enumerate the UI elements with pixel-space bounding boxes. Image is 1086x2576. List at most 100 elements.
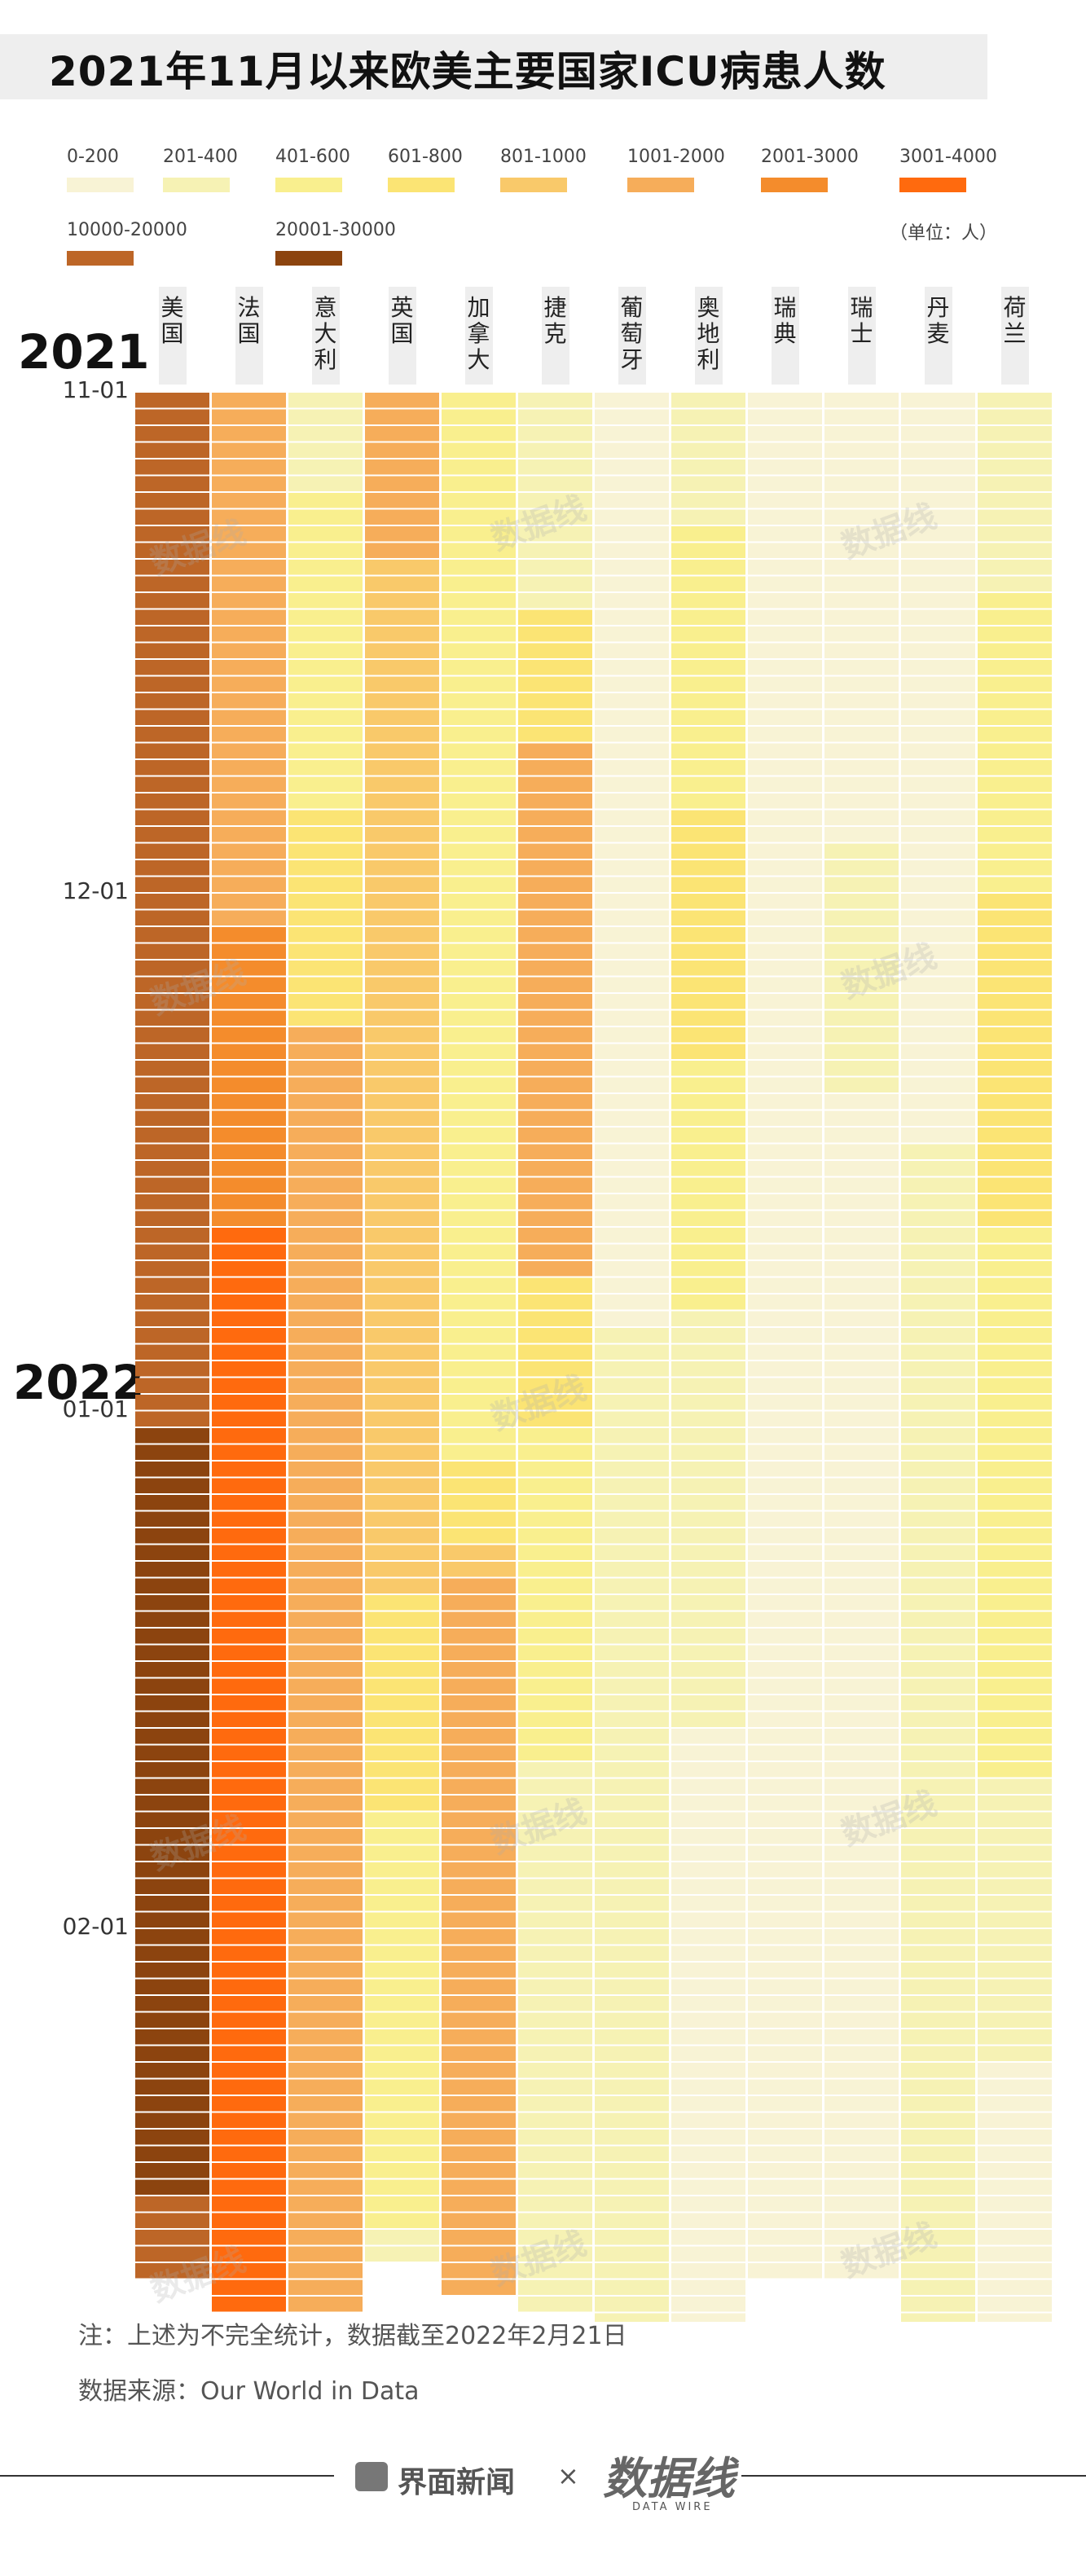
heatmap-cell (595, 2179, 669, 2195)
heatmap-cell (595, 1712, 669, 1727)
heatmap-cell (365, 509, 439, 525)
heatmap-cell (824, 1629, 899, 1644)
heatmap-cell (901, 1963, 975, 1978)
heatmap-cell (212, 1796, 286, 1811)
heatmap-cell (824, 1261, 899, 1277)
heatmap-cell (212, 1812, 286, 1827)
heatmap-cell (442, 1211, 516, 1226)
legend-label: 0-200 (67, 147, 119, 167)
heatmap-cell (901, 994, 975, 1009)
heatmap-cell (748, 1428, 822, 1444)
heatmap-cell (365, 1061, 439, 1076)
heatmap-cell (135, 1896, 209, 1911)
heatmap-cell (824, 1128, 899, 1143)
heatmap-cell (212, 1745, 286, 1761)
heatmap-cell (365, 560, 439, 575)
heatmap-cell (442, 493, 516, 508)
heatmap (135, 393, 1052, 2322)
heatmap-cell (824, 1495, 899, 1510)
heatmap-cell (442, 1996, 516, 2011)
heatmap-cell (595, 2313, 669, 2322)
heatmap-cell (901, 2313, 975, 2322)
heatmap-cell (824, 2263, 899, 2279)
heatmap-cell (748, 393, 822, 408)
heatmap-cell (671, 393, 745, 408)
heatmap-cell (978, 476, 1052, 491)
heatmap-cell (212, 2112, 286, 2128)
heatmap-cell (748, 743, 822, 758)
heatmap-cell (595, 1378, 669, 1393)
heatmap-cell (518, 1729, 592, 1744)
heatmap-cell (671, 1528, 745, 1544)
heatmap-cell (748, 1845, 822, 1861)
heatmap-cell (365, 1812, 439, 1827)
heatmap-cell (212, 1110, 286, 1126)
heatmap-cell (978, 626, 1052, 642)
heatmap-cell (748, 1896, 822, 1911)
heatmap-cell (135, 509, 209, 525)
heatmap-cell (978, 1395, 1052, 1410)
heatmap-cell (442, 1963, 516, 1978)
heatmap-cell (518, 2012, 592, 2028)
heatmap-cell (212, 2012, 286, 2028)
heatmap-cell (135, 1295, 209, 1310)
heatmap-cell (365, 793, 439, 809)
heatmap-cell (671, 1110, 745, 1126)
legend-label: 10000-20000 (67, 220, 187, 240)
heatmap-cell (595, 1044, 669, 1059)
heatmap-cell (824, 1228, 899, 1243)
legend-swatch (627, 178, 694, 192)
heatmap-cell (748, 1378, 822, 1393)
heatmap-cell (978, 2297, 1052, 2312)
heatmap-cell (288, 1645, 363, 1660)
heatmap-cell (901, 1194, 975, 1210)
heatmap-cell (212, 1411, 286, 1426)
heatmap-cell (212, 1929, 286, 1945)
heatmap-cell (824, 2179, 899, 2195)
heatmap-cell (135, 2046, 209, 2061)
heatmap-cell (671, 1896, 745, 1911)
heatmap-cell (901, 2146, 975, 2161)
heatmap-cell (518, 1762, 592, 1778)
heatmap-cell (595, 1144, 669, 1159)
heatmap-cell (365, 1945, 439, 1961)
heatmap-cell (748, 927, 822, 943)
heatmap-cell (671, 1061, 745, 1076)
heatmap-cell (135, 1344, 209, 1360)
heatmap-cell (595, 710, 669, 725)
heatmap-cell (212, 476, 286, 491)
heatmap-cell (748, 1010, 822, 1026)
heatmap-cell (901, 843, 975, 859)
heatmap-cell (978, 1378, 1052, 1393)
heatmap-cell (365, 2213, 439, 2228)
heatmap-cell (212, 2079, 286, 2095)
heatmap-cell (671, 1662, 745, 1677)
heatmap-cell (288, 727, 363, 742)
heatmap-cell (442, 743, 516, 758)
heatmap-cell (442, 1745, 516, 1761)
heatmap-cell (824, 1996, 899, 2011)
heatmap-cell (518, 1845, 592, 1861)
heatmap-cell (748, 1311, 822, 1326)
heatmap-cell (671, 626, 745, 642)
heatmap-cell (365, 1444, 439, 1460)
heatmap-cell (518, 1295, 592, 1310)
heatmap-cell (135, 459, 209, 475)
heatmap-cell (595, 509, 669, 525)
heatmap-cell (595, 1295, 669, 1310)
heatmap-cell (442, 2063, 516, 2078)
date-tick-label: 01-01 (62, 1395, 129, 1422)
heatmap-cell (442, 2179, 516, 2195)
heatmap-cell (442, 2146, 516, 2161)
heatmap-cell (518, 1462, 592, 1477)
heatmap-cell (442, 994, 516, 1009)
heatmap-cell (135, 1495, 209, 1510)
heatmap-cell (595, 927, 669, 943)
heatmap-cell (288, 442, 363, 458)
heatmap-cell (671, 1428, 745, 1444)
heatmap-cell (212, 1244, 286, 1259)
country-header-bg (847, 287, 876, 385)
heatmap-cell (365, 1211, 439, 1226)
heatmap-cell (595, 2246, 669, 2262)
heatmap-cell (135, 2012, 209, 2028)
